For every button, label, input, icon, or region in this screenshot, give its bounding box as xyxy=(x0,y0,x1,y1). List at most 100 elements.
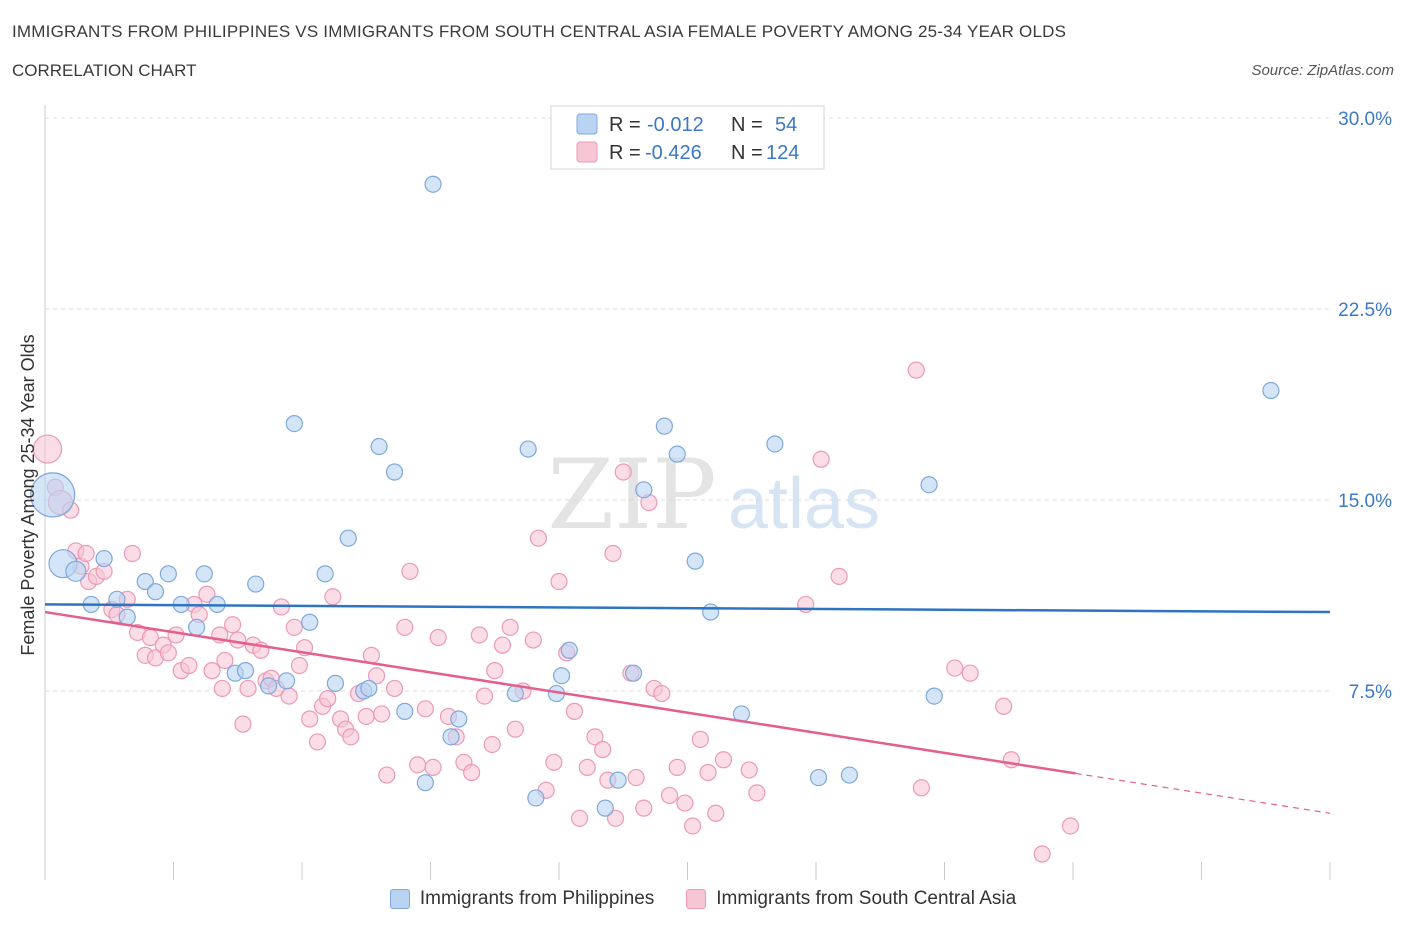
point-south-central-asia-39 xyxy=(280,687,298,705)
point-south-central-asia-106 xyxy=(812,450,830,468)
point-south-central-asia-99 xyxy=(691,730,709,748)
point-south-central-asia-84 xyxy=(586,728,604,746)
point-south-central-asia-96 xyxy=(668,758,686,777)
point-south-central-asia-57 xyxy=(385,679,404,698)
legend-swatch-philippines xyxy=(389,889,410,909)
point-south-central-asia-72 xyxy=(501,618,519,636)
point-south-central-asia-108 xyxy=(907,361,925,379)
point-south-central-asia-19 xyxy=(159,644,177,662)
point-philippines-37 xyxy=(552,667,571,685)
point-south-central-asia-103 xyxy=(740,761,758,779)
point-philippines-45 xyxy=(686,552,704,570)
scatter-chart: ZIP atlas 7.5%15.0%22.5%30.0% 0.0%50.0% … xyxy=(18,105,1392,880)
point-philippines-11 xyxy=(188,618,206,636)
point-south-central-asia-69 xyxy=(475,687,494,705)
point-south-central-asia-79 xyxy=(550,572,568,591)
point-south-central-asia-52 xyxy=(357,707,375,726)
chart-title: IMMIGRANTS FROM PHILIPPINES VS IMMIGRANT… xyxy=(12,22,1067,41)
point-philippines-0 xyxy=(30,472,76,518)
point-south-central-asia-117 xyxy=(483,735,501,754)
point-philippines-12 xyxy=(195,565,213,583)
legend-item-philippines: Immigrants from Philippines xyxy=(389,888,655,910)
point-south-central-asia-32 xyxy=(239,679,257,698)
point-south-central-asia-29 xyxy=(224,616,242,634)
point-south-central-asia-47 xyxy=(324,588,342,606)
point-south-central-asia-22 xyxy=(180,656,198,675)
point-south-central-asia-100 xyxy=(699,763,717,782)
point-south-central-asia-61 xyxy=(416,700,434,718)
watermark-atlas: atlas xyxy=(728,464,880,544)
point-south-central-asia-53 xyxy=(362,646,380,664)
stats-legend-n-label-blue: N = xyxy=(731,114,763,136)
watermark: ZIP atlas xyxy=(547,439,880,551)
point-philippines-49 xyxy=(809,768,828,787)
y-tick-label-1: 15.0% xyxy=(1338,491,1392,512)
point-south-central-asia-56 xyxy=(378,766,396,784)
point-south-central-asia-50 xyxy=(342,728,360,746)
point-philippines-33 xyxy=(506,684,524,703)
point-south-central-asia-87 xyxy=(606,809,625,827)
point-south-central-asia-104 xyxy=(748,784,766,802)
point-south-central-asia-60 xyxy=(409,756,427,774)
point-philippines-53 xyxy=(1262,381,1280,400)
point-south-central-asia-97 xyxy=(676,794,694,812)
y-axis-label: Female Poverty Among 25-34 Year Olds xyxy=(18,334,38,655)
point-south-central-asia-70 xyxy=(486,662,504,680)
point-philippines-42 xyxy=(635,481,653,499)
series-legend: Immigrants from Philippines Immigrants f… xyxy=(0,888,1406,910)
stats-legend-r-label-pink: R = xyxy=(609,142,641,164)
point-philippines-7 xyxy=(136,572,154,591)
point-south-central-asia-63 xyxy=(429,628,447,647)
point-south-central-asia-112 xyxy=(995,697,1013,715)
y-tick-label-3: 30.0% xyxy=(1338,109,1392,130)
point-south-central-asia-115 xyxy=(1061,817,1080,835)
stats-legend-r-value-pink: -0.426 xyxy=(645,142,702,164)
stats-legend-r-label-blue: R = xyxy=(609,114,641,136)
stats-legend-n-label-pink: N = xyxy=(731,142,763,164)
point-philippines-46 xyxy=(702,603,720,621)
point-south-central-asia-46 xyxy=(319,690,337,708)
point-south-central-asia-43 xyxy=(301,710,319,728)
point-philippines-28 xyxy=(396,702,414,720)
point-philippines-22 xyxy=(326,674,345,692)
point-south-central-asia-13 xyxy=(123,544,141,563)
point-south-central-asia-85 xyxy=(594,740,612,759)
point-south-central-asia-62 xyxy=(424,758,442,777)
point-philippines-20 xyxy=(301,613,319,631)
point-south-central-asia-78 xyxy=(545,753,563,771)
point-south-central-asia-83 xyxy=(578,758,596,777)
point-philippines-41 xyxy=(624,664,643,682)
point-philippines-21 xyxy=(316,565,334,583)
point-philippines-35 xyxy=(527,789,545,807)
point-south-central-asia-67 xyxy=(463,763,481,782)
point-philippines-50 xyxy=(840,766,859,784)
point-south-central-asia-114 xyxy=(1033,845,1051,863)
point-philippines-5 xyxy=(108,590,126,608)
point-philippines-23 xyxy=(339,529,357,547)
point-south-central-asia-20 xyxy=(167,626,185,644)
stats-legend-r-value-blue: -0.012 xyxy=(647,114,704,136)
point-philippines-6 xyxy=(118,608,136,626)
point-philippines-17 xyxy=(259,677,278,695)
point-south-central-asia-71 xyxy=(493,636,512,654)
point-south-central-asia-30 xyxy=(229,631,247,649)
point-philippines-32 xyxy=(450,710,468,728)
point-south-central-asia-0 xyxy=(32,434,63,464)
point-south-central-asia-94 xyxy=(653,684,671,703)
trend-line-south-central-asia xyxy=(44,610,1076,775)
point-south-central-asia-26 xyxy=(203,662,221,680)
point-south-central-asia-82 xyxy=(570,809,589,827)
point-south-central-asia-58 xyxy=(396,618,414,636)
point-philippines-2 xyxy=(65,560,87,582)
stats-legend-n-value-pink: 124 xyxy=(766,142,799,164)
point-south-central-asia-95 xyxy=(660,786,679,805)
point-south-central-asia-111 xyxy=(961,664,979,682)
legend-label-philippines: Immigrants from Philippines xyxy=(419,888,655,909)
point-south-central-asia-44 xyxy=(308,733,327,751)
point-south-central-asia-91 xyxy=(635,799,653,817)
y-tick-label-0: 7.5% xyxy=(1349,682,1392,703)
point-philippines-4 xyxy=(95,549,113,568)
point-south-central-asia-116 xyxy=(604,544,622,563)
point-philippines-29 xyxy=(416,774,434,792)
point-philippines-39 xyxy=(596,799,614,817)
